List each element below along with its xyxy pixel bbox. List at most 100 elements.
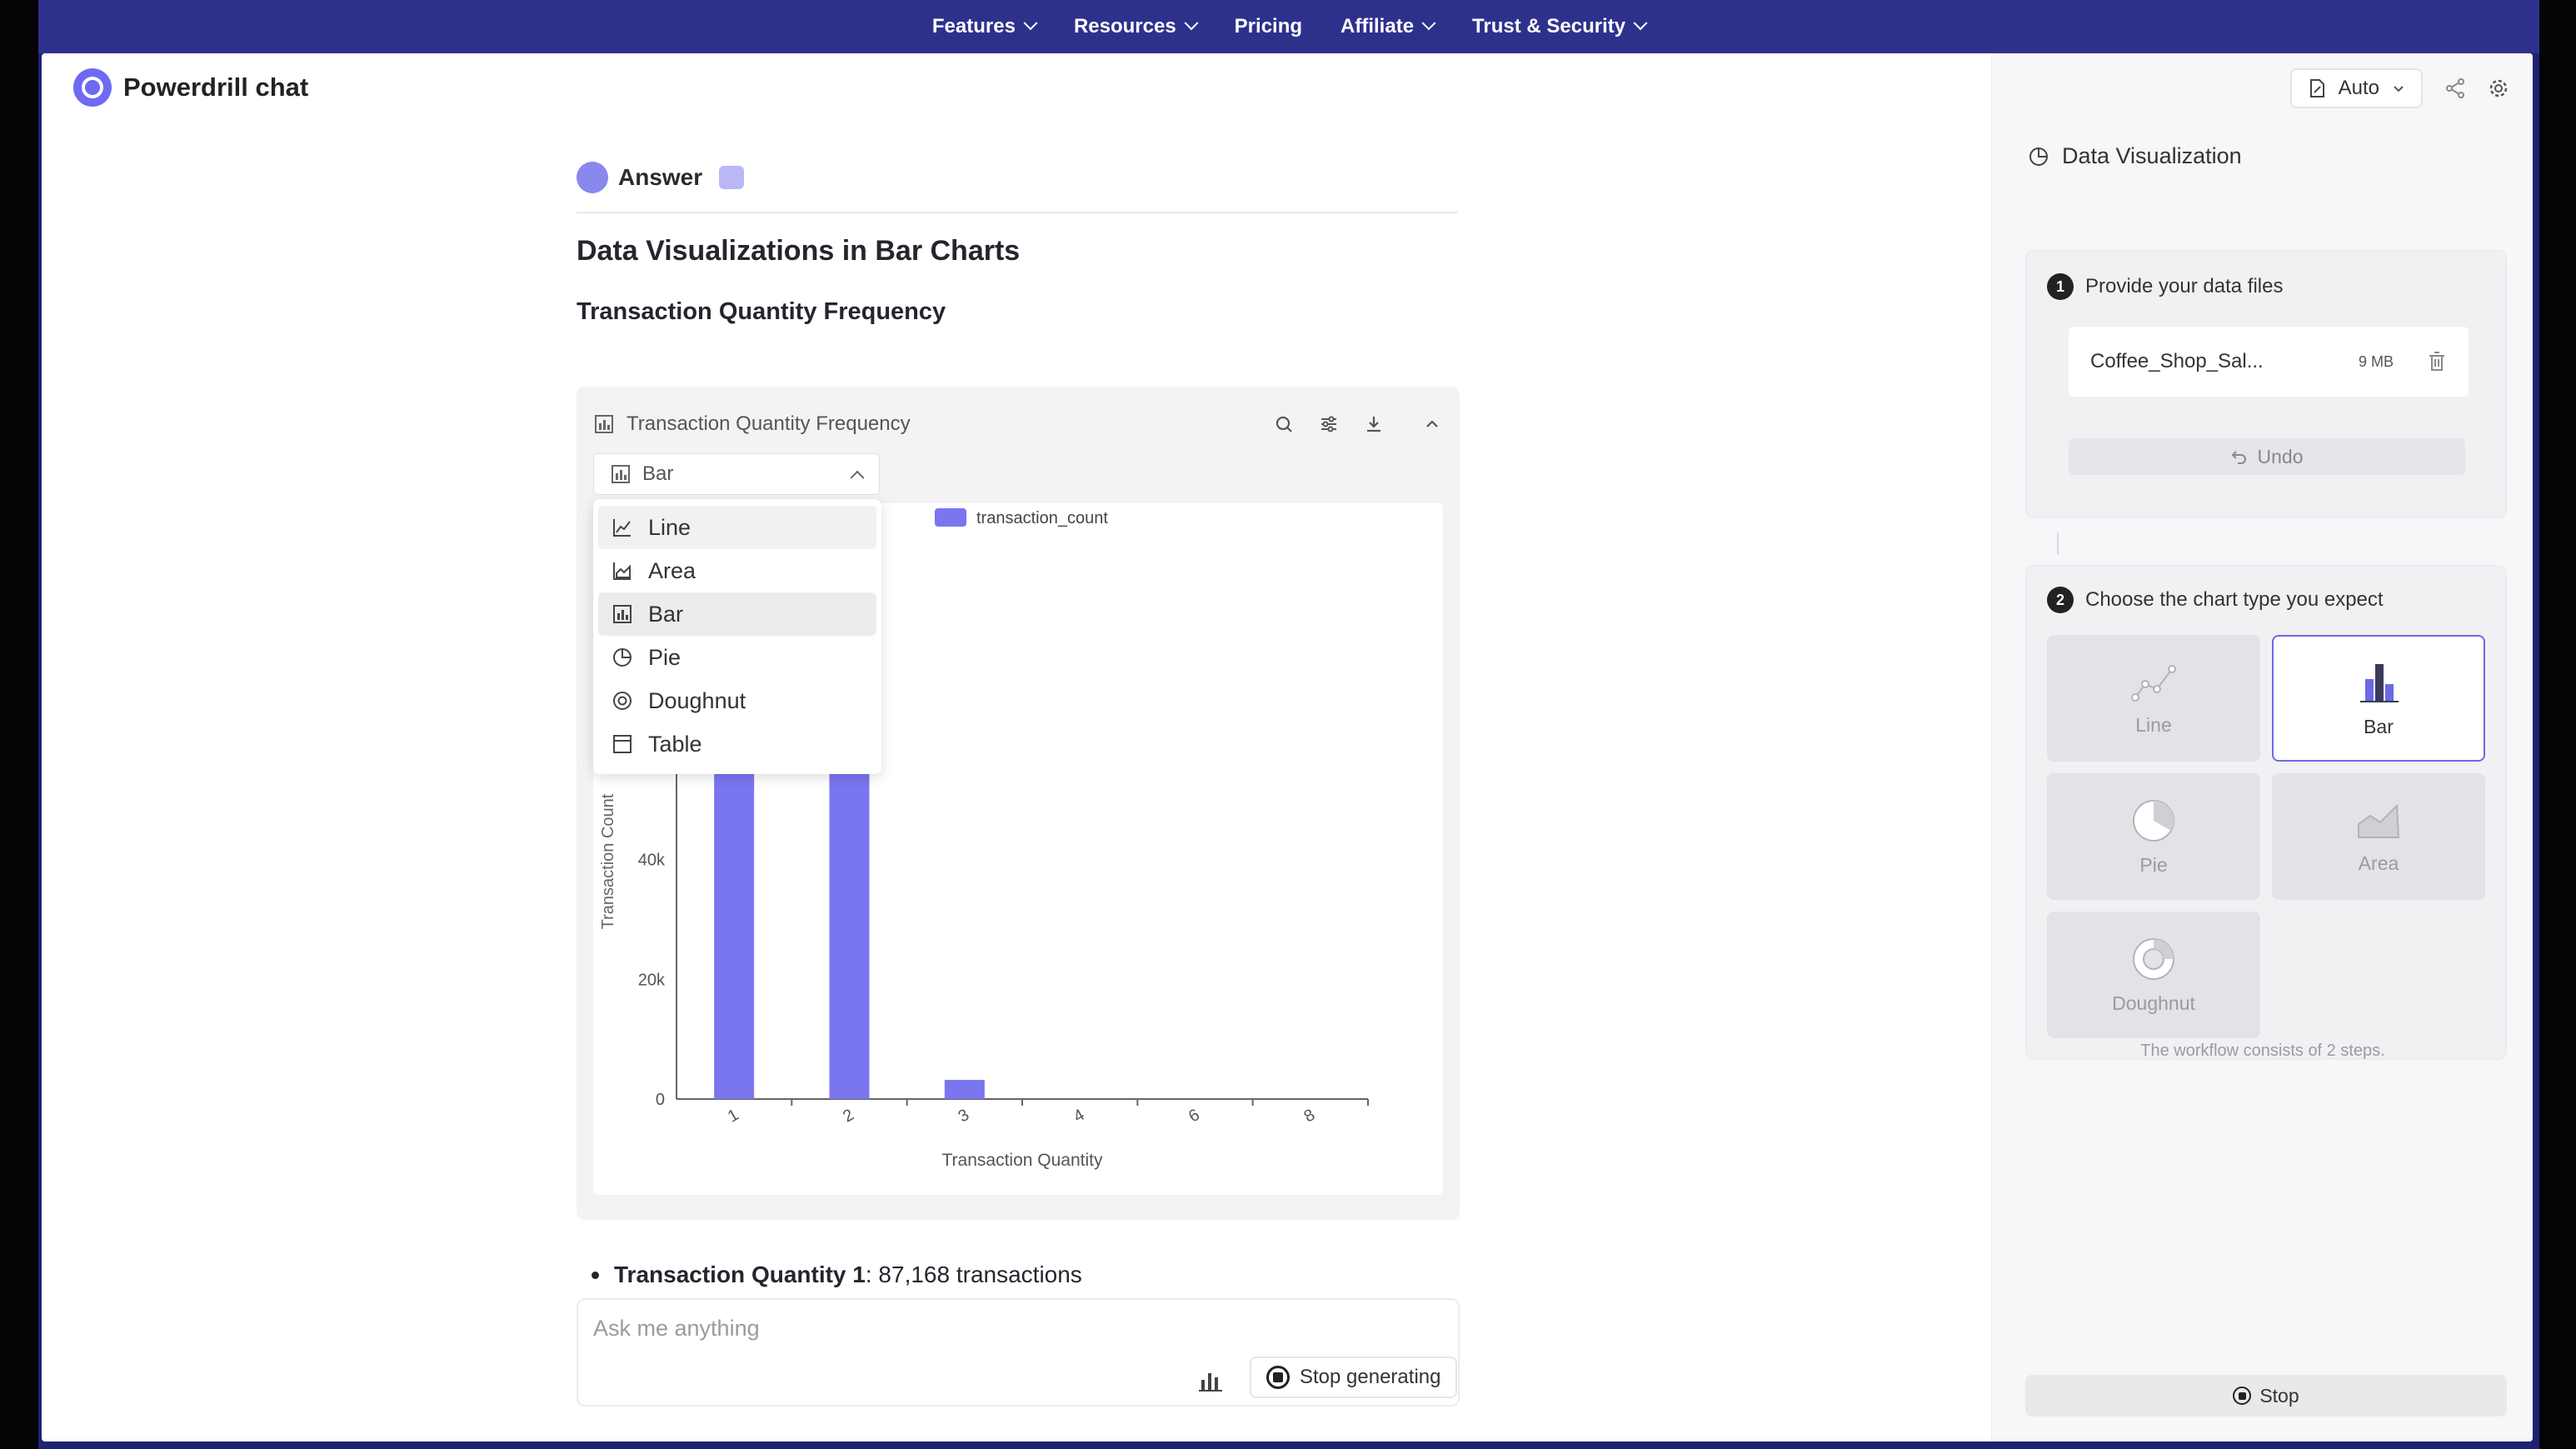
nav-affiliate[interactable]: Affiliate <box>1340 15 1436 38</box>
chevron-down-icon <box>2394 86 2404 92</box>
bullet-term: Transaction Quantity 1 <box>614 1262 866 1287</box>
y-tick-label: 0 <box>656 1091 665 1109</box>
nav-trust-label: Trust & Security <box>1472 15 1626 37</box>
chart-type-select[interactable]: Bar <box>593 453 880 495</box>
site-navigation: Features Resources Pricing Affiliate Tru… <box>38 0 2539 53</box>
chart-type-area[interactable]: Area <box>2272 773 2485 900</box>
dropdown-item-area[interactable]: Area <box>598 549 876 592</box>
panel-title: Data Visualization <box>2027 143 2242 169</box>
nav-resources-label: Resources <box>1073 15 1176 37</box>
dropdown-item-line[interactable]: Line <box>598 506 876 549</box>
step2-header: 2 Choose the chart type you expect <box>2047 587 2384 613</box>
download-icon[interactable] <box>1363 413 1385 435</box>
workflow-note: The workflow consists of 2 steps. <box>2140 1042 2385 1060</box>
file-name: Coffee_Shop_Sal... <box>2090 350 2264 372</box>
assistant-avatar <box>577 162 608 193</box>
chart-type-value: Bar <box>642 462 674 485</box>
chevron-down-icon <box>1023 16 1038 31</box>
nav-resources[interactable]: Resources <box>1073 15 1199 38</box>
ask-input[interactable] <box>593 1312 1343 1345</box>
x-tick-label: 6 <box>1186 1106 1203 1127</box>
auto-mode-select[interactable]: Auto <box>2289 68 2423 108</box>
dropdown-item-label: Area <box>648 557 696 583</box>
nav-trust-security[interactable]: Trust & Security <box>1472 15 1648 38</box>
chart-type-pie-label: Pie <box>2139 853 2168 876</box>
panel-toolbar: Auto <box>2289 68 2509 108</box>
table-icon <box>613 735 632 753</box>
chart-type-doughnut[interactable]: Doughnut <box>2047 912 2260 1038</box>
step-connector <box>2057 532 2059 554</box>
chart-toggle-icon[interactable] <box>1198 1368 1223 1393</box>
dropdown-item-label: Line <box>648 514 691 540</box>
step1-label: Provide your data files <box>2085 275 2284 297</box>
chart-type-pie[interactable]: Pie <box>2047 773 2260 900</box>
brand[interactable]: Powerdrill chat <box>73 68 308 107</box>
stop-button[interactable]: Stop <box>2025 1375 2507 1417</box>
pie-chart-icon <box>613 648 632 667</box>
trash-icon[interactable] <box>2427 351 2447 372</box>
bar-chart-icon <box>2360 663 2399 702</box>
legend-swatch <box>935 508 966 527</box>
chart-type-area-label: Area <box>2358 852 2399 874</box>
bar-chart-icon <box>595 415 613 433</box>
x-tick-label: 1 <box>725 1106 742 1127</box>
chevron-down-icon <box>1633 16 1648 31</box>
chart-type-bar-label: Bar <box>2364 715 2394 737</box>
collapse-chevron-icon[interactable] <box>1421 413 1443 435</box>
dropdown-item-pie[interactable]: Pie <box>598 636 876 679</box>
app-window: Powerdrill chat Answer Data Visualizatio… <box>42 53 2533 1442</box>
share-icon[interactable] <box>2444 77 2466 99</box>
bullet-text: Transaction Quantity 1: 87,168 transacti… <box>614 1262 1082 1288</box>
stop-generating-button[interactable]: Stop generating <box>1250 1357 1458 1398</box>
answer-divider <box>577 212 1458 213</box>
bar-chart-icon <box>612 465 630 483</box>
nav-pricing-label: Pricing <box>1234 15 1303 37</box>
nav-pricing[interactable]: Pricing <box>1235 15 1302 38</box>
brand-name: Powerdrill chat <box>123 72 309 102</box>
screen-bezel-left <box>0 0 38 1449</box>
dropdown-item-bar[interactable]: Bar <box>598 592 876 636</box>
dropdown-item-doughnut[interactable]: Doughnut <box>598 679 876 722</box>
uploaded-file: Coffee_Shop_Sal... 9 MB <box>2069 327 2469 397</box>
answer-subheading: Transaction Quantity Frequency <box>577 298 946 325</box>
stop-icon <box>1266 1366 1290 1389</box>
bar-3 <box>944 1080 985 1099</box>
y-tick-label: 40k <box>638 852 666 870</box>
nav-features[interactable]: Features <box>932 15 1038 38</box>
chart-type-line[interactable]: Line <box>2047 635 2260 762</box>
area-chart-icon <box>2358 803 2400 838</box>
gear-icon[interactable] <box>2488 77 2509 99</box>
x-tick-label: 4 <box>1071 1106 1088 1127</box>
file-size: 9 MB <box>2358 352 2394 370</box>
data-visualization-icon <box>2029 147 2048 166</box>
step1-header: 1 Provide your data files <box>2047 273 2283 300</box>
step2-card: 2 Choose the chart type you expect Line … <box>2025 565 2507 1060</box>
chart-type-bar[interactable]: Bar <box>2272 635 2485 762</box>
chevron-down-icon <box>1184 16 1199 31</box>
chart-card-title: Transaction Quantity Frequency <box>627 412 911 435</box>
powerdrill-logo-icon <box>73 68 112 107</box>
pie-chart-icon <box>2133 799 2174 842</box>
zoom-icon[interactable] <box>1273 413 1295 435</box>
document-icon <box>2309 79 2324 97</box>
answer-heading: Data Visualizations in Bar Charts <box>577 235 1021 267</box>
auto-mode-label: Auto <box>2338 77 2379 99</box>
settings-sliders-icon[interactable] <box>1318 413 1340 435</box>
dropdown-item-table[interactable]: Table <box>598 722 876 766</box>
panel-title-text: Data Visualization <box>2062 143 2242 168</box>
screen-bezel-right <box>2539 0 2576 1449</box>
chart-type-doughnut-label: Doughnut <box>2112 992 2195 1014</box>
undo-button[interactable]: Undo <box>2069 438 2465 475</box>
bullet-dot <box>592 1271 599 1279</box>
bullet-rest: : 87,168 transactions <box>865 1262 1082 1287</box>
doughnut-chart-icon <box>613 692 632 710</box>
legend-label: transaction_count <box>976 509 1108 527</box>
step2-label: Choose the chart type you expect <box>2085 588 2384 611</box>
area-chart-icon <box>613 562 631 580</box>
undo-label: Undo <box>2257 445 2304 467</box>
answer-label: Answer <box>618 164 703 190</box>
line-chart-icon <box>2131 664 2176 702</box>
chart-card-tools <box>1273 413 1443 435</box>
answer-header: Answer <box>577 162 745 193</box>
chart-card: Transaction Quantity Frequency transacti… <box>577 387 1460 1220</box>
